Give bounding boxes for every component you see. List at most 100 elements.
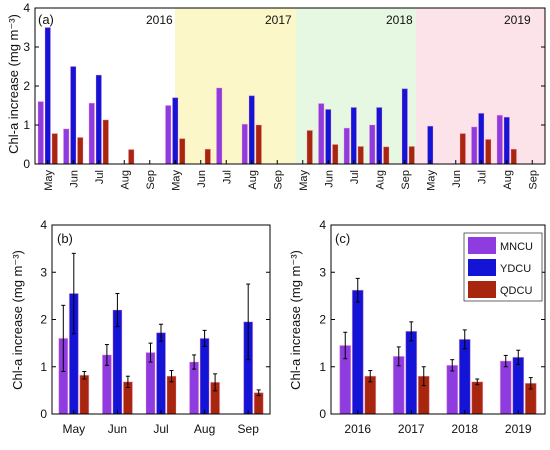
bar-qdcu-18 [510, 148, 517, 165]
errorbar-ydcu-2 [462, 329, 467, 350]
bar-ydcu-17 [478, 112, 485, 165]
bar-mncu-18 [496, 114, 503, 165]
y-tick-label: 0 [23, 157, 30, 171]
errorbar-mncu-1 [396, 346, 401, 367]
x-tick-label: Jul [349, 170, 361, 184]
bar-ydcu-12 [350, 106, 357, 165]
errorbar-qdcu-4 [256, 389, 261, 397]
x-tick-label: May [43, 170, 55, 191]
bar-ydcu-3 [512, 356, 525, 415]
bar-qdcu-2 [102, 119, 109, 165]
x-tick-label: May [425, 170, 437, 191]
errorbar-ydcu-3 [516, 349, 521, 365]
errorbar-qdcu-1 [421, 366, 426, 387]
year-label-2017: 2017 [265, 13, 292, 27]
x-tick-label: Jul [221, 170, 233, 184]
bar-qdcu-3 [128, 149, 135, 165]
x-tick-label: Sep [400, 170, 412, 190]
bar-mncu-13 [369, 124, 376, 165]
legend: MNCU YDCU QDCU [463, 232, 543, 302]
bar-ydcu-2 [458, 338, 471, 415]
errorbar-qdcu-2 [169, 370, 174, 383]
bar-ydcu-2 [95, 74, 102, 165]
bar-mncu-8 [241, 123, 248, 165]
bar-mncu-1 [63, 128, 70, 165]
x-tick-label: 2019 [505, 422, 532, 436]
y-tick-label: 1 [40, 360, 47, 374]
errorbar-ydcu-1 [409, 321, 414, 342]
y-tick-label: 2 [40, 313, 47, 327]
y-tick-label: 1 [23, 118, 30, 132]
bar-ydcu-5 [172, 97, 179, 165]
panel-b-ylabel: Chl-a increase (mg m⁻³) [10, 250, 25, 390]
y-tick-label: 4 [40, 218, 47, 232]
errorbar-mncu-2 [450, 359, 455, 372]
bar-qdcu-17 [485, 138, 492, 165]
errorbar-qdcu-3 [528, 377, 533, 390]
errorbar-ydcu-0 [355, 277, 360, 303]
panel-b: 0 1 2 3 4 May Jun Jul Aug Sep (b) Chl-a increase … [10, 218, 271, 436]
errorbar-qdcu-3 [213, 373, 218, 392]
errorbar-mncu-0 [343, 331, 348, 360]
panel-c-ylabel: Chl-a increase (mg m⁻³) [288, 250, 303, 390]
errorbar-ydcu-3 [202, 329, 207, 347]
y-tick-label: 2 [319, 313, 326, 327]
bar-qdcu-8 [255, 124, 262, 165]
x-tick-label: May [62, 422, 85, 436]
bar-qdcu-1 [77, 136, 84, 165]
x-tick-label: Sep [145, 170, 157, 190]
bar-qdcu-14 [408, 145, 415, 165]
errorbar-qdcu-0 [82, 370, 87, 380]
bar-qdcu-0 [51, 133, 58, 165]
bar-mncu-2 [446, 364, 459, 415]
bar-ydcu-0 [351, 289, 364, 415]
errorbar-mncu-2 [148, 342, 153, 363]
x-tick-label: Jun [108, 422, 127, 436]
x-tick-label: Aug [374, 170, 386, 190]
bar-ydcu-15 [427, 125, 434, 165]
year-band-1 [175, 8, 296, 164]
x-tick-label: Sep [272, 170, 284, 190]
bar-qdcu-13 [383, 146, 390, 165]
legend-swatch-mncu [468, 237, 496, 254]
x-tick-label: Jun [323, 170, 335, 188]
errorbar-ydcu-0 [71, 252, 76, 335]
bar-mncu-3 [499, 360, 512, 415]
bar-qdcu-16 [459, 133, 466, 165]
y-tick-label: 1 [319, 360, 326, 374]
errorbar-ydcu-1 [115, 293, 120, 328]
year-label-2019: 2019 [504, 13, 531, 27]
legend-label-mncu: MNCU [500, 241, 533, 253]
errorbar-qdcu-0 [368, 370, 373, 383]
legend-label-ydcu: YDCU [500, 263, 531, 275]
errorbar-ydcu-4 [246, 283, 251, 361]
x-tick-label: Jun [196, 170, 208, 188]
bar-mncu-2 [88, 102, 95, 165]
legend-swatch-qdcu [468, 281, 496, 298]
bar-mncu-17 [471, 126, 478, 165]
legend-label-qdcu: QDCU [500, 285, 532, 297]
x-tick-label: May [170, 170, 182, 191]
y-tick-label: 3 [319, 265, 326, 279]
x-tick-label: Aug [119, 170, 131, 190]
bar-qdcu-12 [357, 145, 364, 165]
bar-qdcu-6 [204, 148, 211, 165]
bar-qdcu-5 [179, 138, 186, 165]
bar-ydcu-1 [405, 330, 418, 415]
bar-ydcu-13 [376, 106, 383, 165]
x-tick-label: 2016 [344, 422, 371, 436]
panel-a-label: (a) [38, 12, 54, 27]
bar-mncu-7 [216, 87, 223, 165]
errorbar-ydcu-2 [159, 323, 163, 342]
y-tick-label: 3 [23, 40, 30, 54]
panel-a-ylabel: Chl-a increase (mg m⁻³) [6, 14, 21, 154]
y-tick-label: 0 [319, 407, 326, 421]
x-tick-label: Sep [238, 422, 260, 436]
y-tick-label: 4 [319, 218, 326, 232]
x-tick-label: Aug [502, 170, 514, 190]
y-tick-label: 2 [23, 79, 30, 93]
bar-qdcu-10 [306, 129, 313, 165]
bar-ydcu-18 [503, 116, 510, 165]
